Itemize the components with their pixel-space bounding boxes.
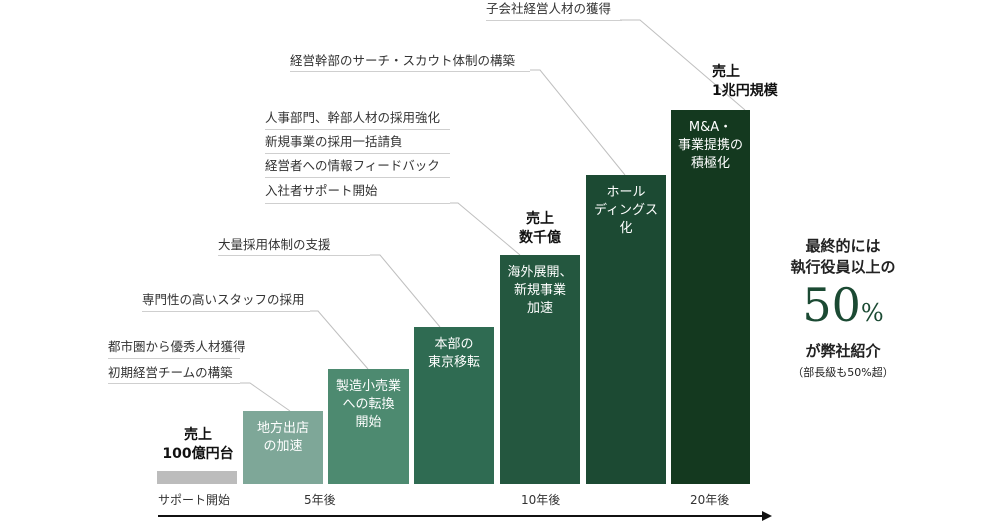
- note-executive-search: 経営幹部のサーチ・スカウト体制の構築: [290, 53, 516, 68]
- connector-line: [620, 19, 746, 111]
- sales-label-thousands-oku: 売上 数千億: [519, 211, 561, 246]
- connector-line: [370, 254, 441, 328]
- sales-label-100oku: 売上 100億円台: [162, 427, 234, 462]
- timeline-5y-label: 5年後: [304, 493, 336, 507]
- goal-percentage: 50%: [768, 280, 918, 341]
- sales-label-1cho: 売上 1兆円規模: [712, 64, 778, 99]
- stage-bar-hq-relocation: 本部の 東京移転: [414, 327, 494, 484]
- timeline-10y-label: 10年後: [521, 493, 561, 507]
- timeline-arrow: [158, 511, 772, 521]
- note-underline: [265, 153, 450, 154]
- connector-line: [450, 202, 521, 256]
- stage-bar-regional-expansion: 地方出店 の加速: [243, 411, 323, 484]
- note-underline: [142, 311, 310, 312]
- note-initial-team: 初期経営チームの構築: [108, 365, 233, 380]
- note-onboarding-support: 入社者サポート開始: [265, 183, 378, 198]
- timeline-start-label: サポート開始: [158, 493, 231, 507]
- connector-line: [240, 382, 291, 412]
- note-urban-talent: 都市圏から優秀人材獲得: [108, 339, 246, 354]
- note-mass-hiring: 大量採用体制の支援: [218, 237, 331, 252]
- stage-bar-mna: M&A・ 事業提携の 積極化: [671, 110, 750, 484]
- stage-bar-overseas-expansion: 海外展開、 新規事業 加速: [500, 255, 580, 484]
- connector-line: [310, 310, 369, 370]
- note-underline: [486, 20, 622, 21]
- note-underline: [290, 71, 530, 72]
- goal-line-2: 執行役員以上の: [790, 258, 896, 276]
- note-hr-strengthening: 人事部門、幹部人材の採用強化: [265, 110, 441, 125]
- note-underline: [108, 383, 240, 384]
- goal-note: （部長級も50%超）: [792, 366, 894, 379]
- goal-statement: 最終的には 執行役員以上の 50% が弊社紹介 （部長級も50%超）: [768, 236, 918, 381]
- note-new-business-hiring: 新規事業の採用一括請負: [265, 134, 403, 149]
- note-underline: [265, 177, 450, 178]
- goal-line-1: 最終的には: [805, 237, 881, 255]
- note-subsidiary-talent: 子会社経営人材の獲得: [486, 1, 612, 16]
- note-info-feedback: 経営者への情報フィードバック: [265, 158, 440, 173]
- goal-unit: %: [860, 299, 884, 327]
- goal-line-3: が弊社紹介: [805, 342, 881, 360]
- timeline-20y-label: 20年後: [690, 493, 730, 507]
- note-underline: [265, 203, 450, 204]
- connector-line: [530, 69, 626, 176]
- stage-bar-holdings: ホール ディングス化: [586, 175, 666, 484]
- note-underline: [218, 255, 370, 256]
- goal-number: 50: [802, 278, 861, 332]
- note-specialist-hiring: 専門性の高いスタッフの採用: [142, 292, 305, 307]
- start-bar: [157, 471, 237, 484]
- note-underline: [108, 358, 240, 359]
- stage-bar-manufacturing-retail: 製造小売業 への転換 開始: [328, 369, 409, 484]
- note-underline: [265, 129, 450, 130]
